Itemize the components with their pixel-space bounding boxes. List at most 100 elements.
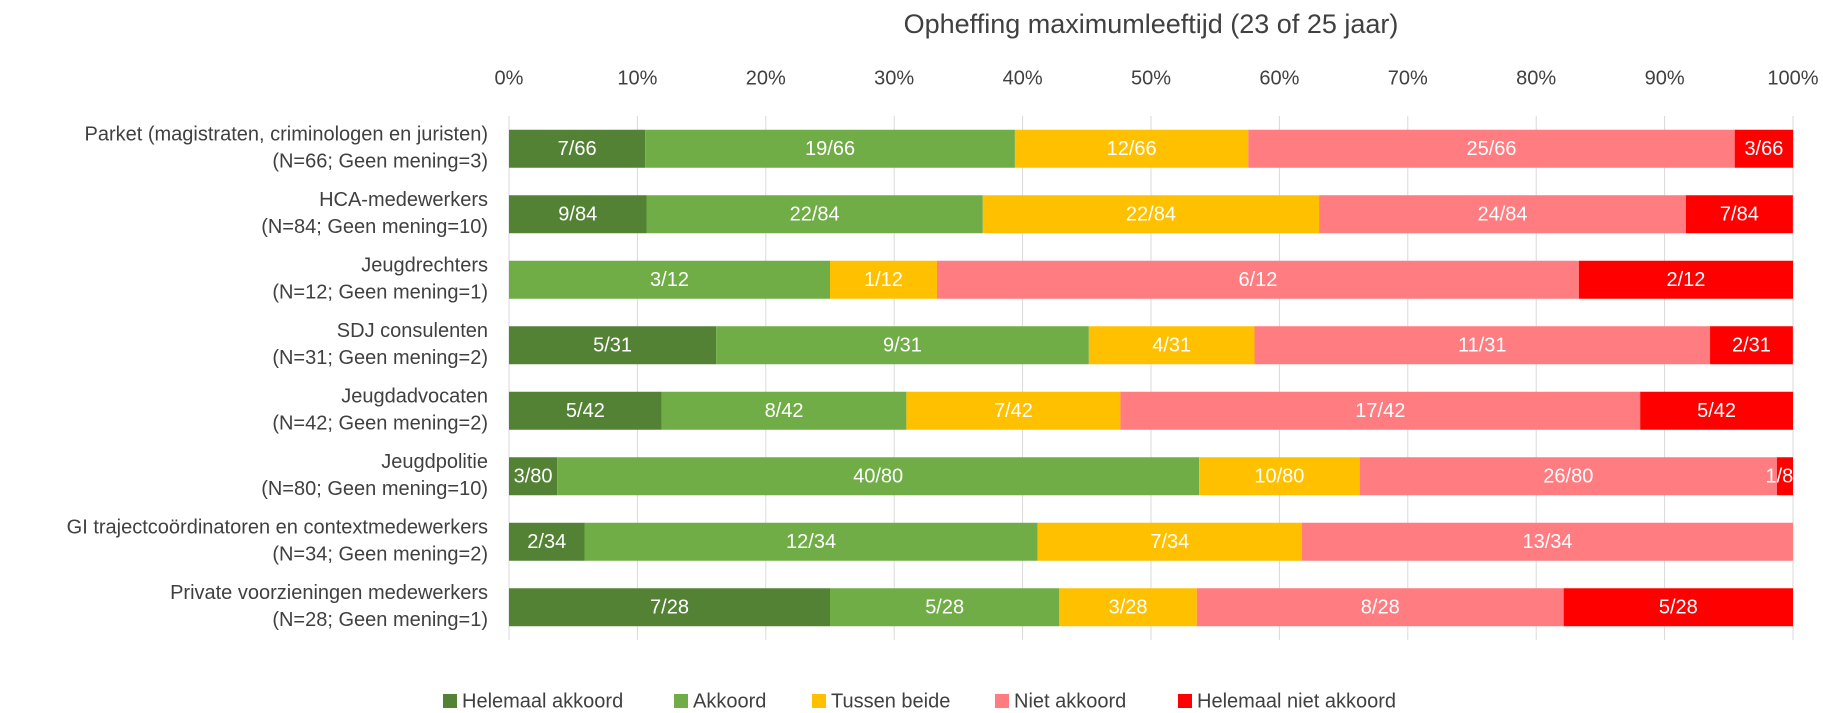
data-label: 5/28 (1659, 597, 1698, 619)
y-tick-label: HCA-medewerkers (319, 189, 488, 211)
data-label: 1/80 (1766, 466, 1805, 488)
bar-segment (584, 522, 1038, 561)
data-label: 25/66 (1466, 138, 1516, 160)
bar-segment (1196, 588, 1564, 627)
y-tick-label: Jeugdrechters (361, 255, 488, 277)
bar-segment (906, 391, 1121, 430)
data-label: 10/80 (1254, 466, 1304, 488)
legend-label: Helemaal niet akkoord (1197, 690, 1396, 712)
data-label: 5/31 (593, 335, 632, 357)
x-tick-label: 0% (495, 67, 524, 89)
y-tick-label: Parket (magistraten, criminologen en jur… (84, 124, 488, 146)
y-tick-label: (N=80; Geen mening=10) (261, 478, 488, 500)
y-tick-label: SDJ consulenten (337, 320, 488, 342)
bar-segment (557, 457, 1200, 496)
x-tick-label: 10% (617, 67, 657, 89)
bar-segment (646, 195, 983, 234)
bar-segment (509, 326, 717, 365)
y-tick-label: Jeugdadvocaten (341, 386, 488, 408)
bar-segment (1319, 195, 1686, 234)
x-tick-label: 90% (1645, 67, 1685, 89)
x-tick-label: 40% (1003, 67, 1043, 89)
data-label: 6/12 (1238, 269, 1277, 291)
data-label: 2/34 (527, 531, 566, 553)
bar-segment (1248, 129, 1735, 168)
data-label: 9/84 (558, 204, 597, 226)
data-label: 3/12 (650, 269, 689, 291)
data-label: 3/66 (1744, 138, 1783, 160)
data-label: 8/42 (765, 400, 804, 422)
data-label: 4/31 (1152, 335, 1191, 357)
bar-segment (1088, 326, 1255, 365)
data-label: 8/28 (1361, 597, 1400, 619)
bar-segment (1640, 391, 1793, 430)
data-label: 2/12 (1667, 269, 1706, 291)
data-label: 12/34 (786, 531, 836, 553)
data-label: 7/42 (994, 400, 1033, 422)
bar-segment (1301, 522, 1793, 561)
y-tick-label: (N=12; Geen mening=1) (272, 282, 488, 304)
bar-segment (1359, 457, 1777, 496)
data-label: 24/84 (1477, 204, 1527, 226)
x-tick-label: 70% (1388, 67, 1428, 89)
data-label: 1/12 (864, 269, 903, 291)
data-label: 5/42 (566, 400, 605, 422)
data-label: 7/34 (1150, 531, 1189, 553)
y-tick-label: (N=31; Geen mening=2) (272, 347, 488, 369)
bar-segment (1578, 260, 1793, 299)
data-label: 22/84 (1126, 204, 1176, 226)
data-label: 22/84 (790, 204, 840, 226)
y-tick-label: Jeugdpolitie (381, 451, 488, 473)
data-label: 3/28 (1109, 597, 1148, 619)
bar-segment (509, 260, 830, 299)
y-tick-label: Private voorzieningen medewerkers (170, 582, 488, 604)
bar-segment (1120, 391, 1641, 430)
data-label: 13/34 (1522, 531, 1572, 553)
y-tick-label: (N=28; Geen mening=1) (272, 609, 488, 631)
bar-segment (830, 588, 1060, 627)
legend-swatch (812, 694, 826, 708)
data-label: 7/66 (558, 138, 597, 160)
legend-label: Akkoord (693, 690, 766, 712)
y-tick-label: GI trajectcoördinatoren en contextmedewe… (67, 517, 488, 539)
bar-segment (982, 195, 1320, 234)
data-label: 5/28 (925, 597, 964, 619)
bar-segment (1254, 326, 1711, 365)
legend-label: Niet akkoord (1014, 690, 1126, 712)
bar-segment (645, 129, 1015, 168)
bar-segment (936, 260, 1579, 299)
legend-label: Helemaal akkoord (462, 690, 623, 712)
x-tick-label: 60% (1259, 67, 1299, 89)
bar-segment (1037, 522, 1302, 561)
bar-segment (1776, 457, 1793, 496)
y-tick-label: (N=34; Geen mening=2) (272, 544, 488, 566)
bar-segment (830, 260, 937, 299)
bar-segment (509, 588, 830, 627)
x-tick-label: 100% (1767, 67, 1818, 89)
bar-segment (1685, 195, 1793, 234)
bar-segment (509, 391, 662, 430)
y-tick-label: (N=42; Geen mening=2) (272, 413, 488, 435)
x-tick-label: 80% (1516, 67, 1556, 89)
bar-segment (1710, 326, 1793, 365)
bar-segment (1059, 588, 1197, 627)
data-label: 2/31 (1732, 335, 1771, 357)
bar-segment (1734, 129, 1794, 168)
legend-swatch (443, 694, 457, 708)
data-label: 17/42 (1355, 400, 1405, 422)
data-label: 7/84 (1720, 204, 1759, 226)
legend-label: Tussen beide (831, 690, 950, 712)
data-label: 3/80 (514, 466, 553, 488)
legend-swatch (674, 694, 688, 708)
bar-segment (1014, 129, 1249, 168)
bar-segment (716, 326, 1089, 365)
y-tick-label: (N=66; Geen mening=3) (272, 151, 488, 173)
bar-segment (509, 195, 647, 234)
bar-segment (509, 457, 558, 496)
data-label: 9/31 (883, 335, 922, 357)
data-label: 11/31 (1458, 335, 1507, 357)
data-label: 40/80 (853, 466, 903, 488)
bar-segment (1563, 588, 1793, 627)
bar-segment (509, 522, 585, 561)
